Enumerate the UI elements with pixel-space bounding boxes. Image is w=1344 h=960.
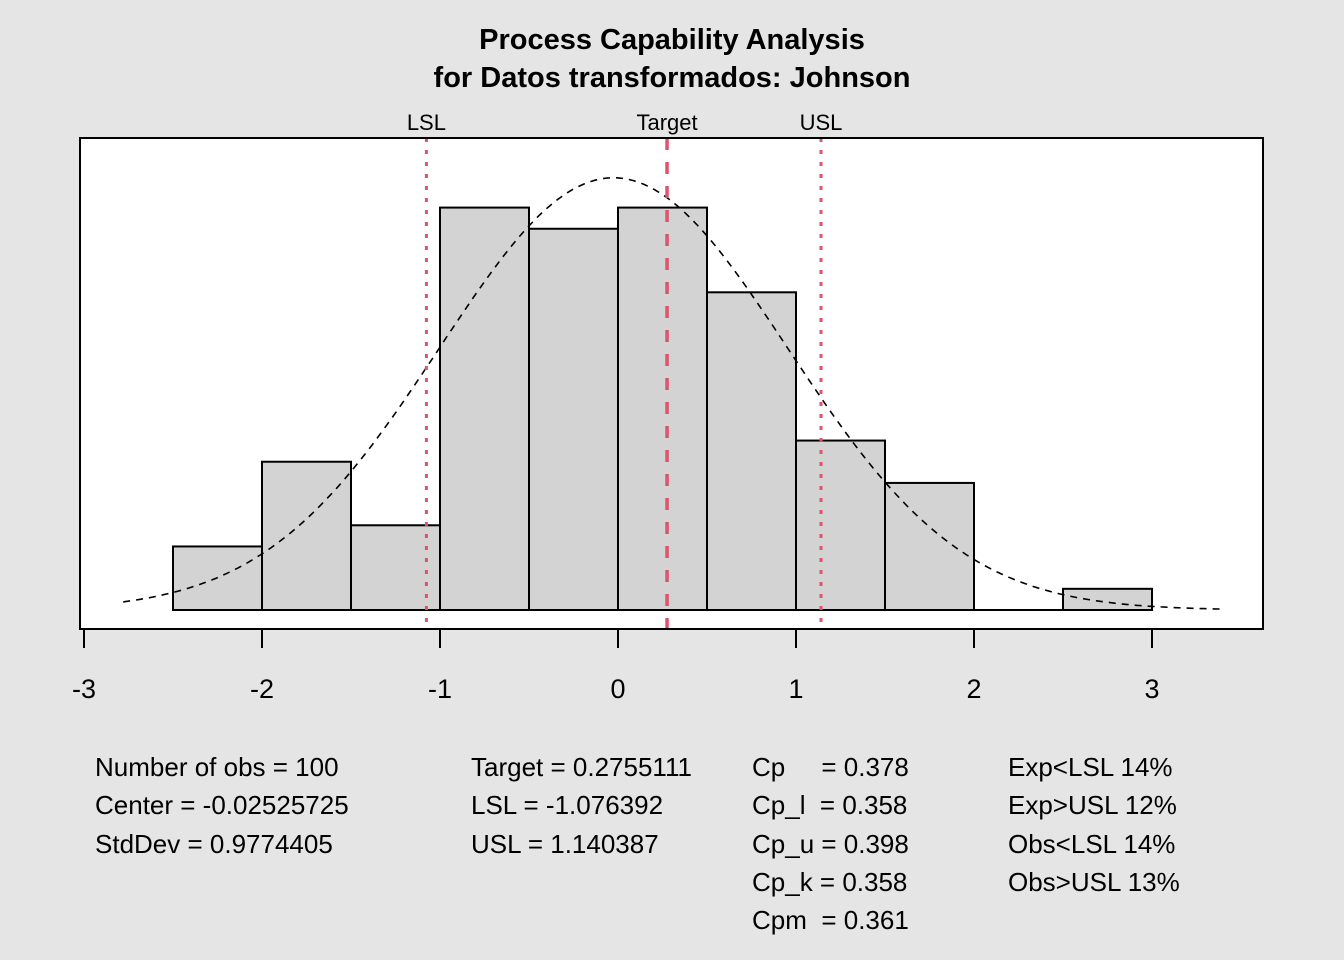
stat-col4-line: Obs<LSL 14%: [1008, 828, 1176, 859]
histogram-bar: [261, 460, 352, 611]
x-tick-label: 1: [788, 674, 803, 704]
stat-col3-line: Cp = 0.378: [752, 752, 909, 782]
stat-col1-line: Number of obs = 100: [95, 752, 339, 782]
x-tick-label: 0: [610, 674, 625, 704]
stat-col3-line: Cp_l = 0.358: [752, 790, 908, 821]
x-tick-label: -2: [250, 674, 274, 704]
stat-col4-line: Obs>USL 13%: [1008, 866, 1180, 897]
stat-col2-line: USL = 1.140387: [471, 828, 659, 859]
stat-col1-line: StdDev = 0.9774405: [95, 828, 333, 859]
x-axis: -3 -2 -1 0 1 2 3: [72, 628, 1160, 704]
stat-col2-line: Target = 0.2755111: [471, 752, 692, 782]
chart-title: Process Capability Analysis: [479, 24, 865, 56]
stat-col4-line: Exp>USL 12%: [1008, 790, 1177, 821]
histogram-bar: [1062, 587, 1153, 612]
spec-label-usl: USL: [800, 110, 843, 135]
x-tick-label: 2: [966, 674, 981, 704]
stat-col1-line: Center = -0.02525725: [95, 790, 349, 821]
stat-col3-line: Cpm = 0.361: [752, 905, 909, 936]
histogram-bar: [795, 439, 886, 611]
histogram-bar: [617, 206, 708, 612]
stat-col4-line: Exp<LSL 14%: [1008, 752, 1173, 782]
chart-subtitle: for Datos transformados: Johnson: [433, 62, 911, 94]
histogram-bar: [706, 291, 797, 611]
x-tick-label: -1: [428, 674, 452, 704]
histogram-bar: [528, 227, 619, 611]
histogram-bar: [439, 206, 530, 612]
stat-col3-line: Cp_k = 0.358: [752, 866, 908, 897]
x-tick-label: 3: [1144, 674, 1159, 704]
stat-col2-line: LSL = -1.076392: [471, 790, 664, 821]
histogram-bars: [172, 206, 1153, 612]
histogram-bar: [884, 481, 975, 612]
spec-label-target: Target: [636, 110, 697, 135]
stat-col3-line: Cp_u = 0.398: [752, 828, 909, 859]
spec-label-lsl: LSL: [407, 110, 446, 135]
normal-density-curve: [123, 177, 1220, 610]
spec-lines: LSL Target USL: [407, 110, 843, 629]
x-tick-label: -3: [72, 674, 96, 704]
